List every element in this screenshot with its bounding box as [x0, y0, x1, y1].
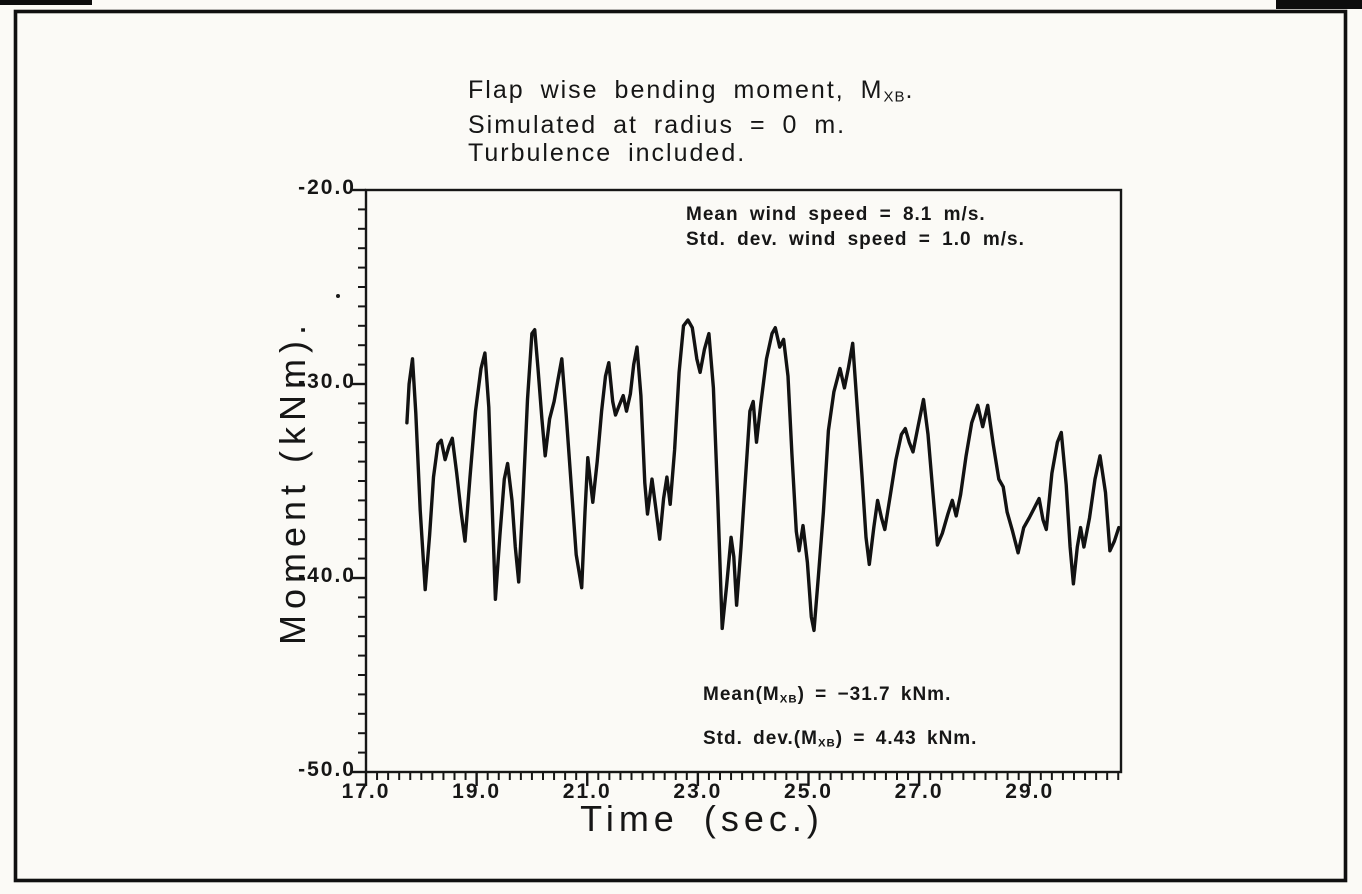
y-tick-label: -50.0	[298, 758, 356, 781]
x-tick-label: 29.0	[1005, 780, 1055, 803]
y-tick-label: -40.0	[298, 564, 356, 587]
chart-title-line1-period: .	[905, 76, 915, 104]
chart-title-line3: Turbulence included.	[468, 139, 747, 168]
x-tick-label: 17.0	[341, 780, 391, 803]
x-tick-label: 25.0	[784, 780, 833, 803]
chart-title-line1-text: Flap wise bending moment, M	[468, 76, 884, 104]
wind-speed-annotation: Mean wind speed = 8.1 m/s. Std. dev. win…	[686, 202, 1025, 252]
scan-artifact-top-left	[0, 0, 92, 5]
scan-speckle	[336, 294, 340, 298]
chart-title-line2: Simulated at radius = 0 m.	[468, 111, 847, 140]
mean-moment-pre: Mean(M	[703, 684, 780, 705]
mean-wind-speed-text: Mean wind speed = 8.1 m/s.	[686, 204, 986, 225]
page-border	[13, 9, 1348, 883]
mean-moment-annotation: Mean(MXB) = −31.7 kNm.	[703, 684, 951, 706]
std-dev-moment-annotation: Std. dev.(MXB) = 4.43 kNm.	[703, 728, 977, 750]
std-dev-moment-subscript: XB	[817, 737, 836, 750]
moment-trace	[405, 318, 1121, 633]
chart-title: Flap wise bending moment, MXB. Simulated…	[468, 76, 914, 167]
std-dev-moment-pre: Std. dev.(M	[703, 728, 818, 749]
chart-title-line1: Flap wise bending moment, MXB.	[468, 76, 914, 111]
x-axis-title: Time (sec.)	[580, 798, 824, 839]
scan-artifact-top-right	[1276, 0, 1362, 9]
mean-moment-subscript: XB	[779, 693, 798, 706]
y-tick-label: -30.0	[298, 370, 356, 393]
x-tick-label: 19.0	[452, 780, 502, 803]
x-tick-label: 27.0	[894, 780, 944, 803]
chart-title-line1-subscript: XB	[883, 88, 906, 106]
std-dev-moment-value: ) = 4.43 kNm.	[835, 728, 978, 749]
y-tick-label: -20.0	[298, 176, 356, 199]
mean-moment-value: ) = −31.7 kNm.	[797, 684, 952, 705]
y-axis-title: Moment (kNm).	[272, 318, 313, 646]
x-tick-label: 23.0	[673, 780, 723, 803]
x-tick-label: 21.0	[562, 780, 612, 803]
std-dev-wind-speed-text: Std. dev. wind speed = 1.0 m/s.	[686, 229, 1025, 250]
